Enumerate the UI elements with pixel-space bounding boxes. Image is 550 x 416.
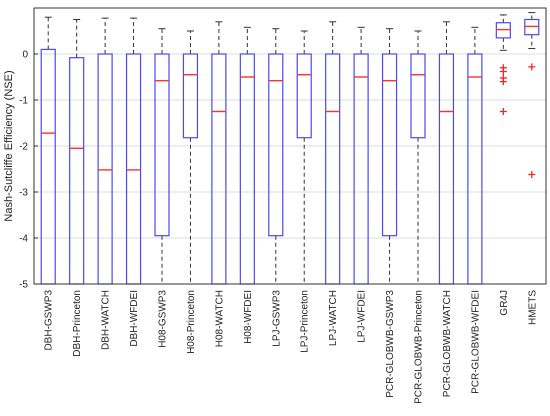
x-tick-label: DBH-Princeton bbox=[72, 290, 83, 357]
box-iqr bbox=[381, 53, 398, 237]
x-tick-label: H08-WATCH bbox=[214, 290, 225, 347]
box-iqr bbox=[296, 53, 312, 139]
x-tick-label: LPJ-GSWP3 bbox=[271, 290, 282, 347]
box-gr4j bbox=[495, 14, 511, 115]
box-iqr bbox=[410, 53, 426, 139]
y-tick-label: -1 bbox=[19, 96, 28, 107]
y-tick-layer: -5 -4 -3 -2 -1 0 bbox=[19, 50, 38, 291]
x-tick-label: DBH-WFDEI bbox=[129, 290, 140, 347]
box-iqr bbox=[182, 53, 199, 139]
y-tick-label: -2 bbox=[19, 142, 28, 153]
x-tick-label: LPJ-WATCH bbox=[328, 290, 339, 346]
x-tick-label: H08-GSWP3 bbox=[158, 290, 169, 348]
y-tick-label: -3 bbox=[19, 188, 28, 199]
box-lpj-gswp3 bbox=[268, 28, 284, 284]
x-tick-label: LPJ-Princeton bbox=[300, 290, 311, 353]
x-tick-label: PCR-GLOBWB-Princeton bbox=[414, 290, 425, 404]
box-iqr bbox=[268, 53, 284, 237]
box-hmets bbox=[524, 12, 540, 179]
x-tick-label: LPJ-WFDEI bbox=[357, 290, 368, 343]
x-tick-label: PCR-GLOBWB-WATCH bbox=[442, 290, 453, 397]
box-lpj-princeton bbox=[296, 30, 312, 284]
box-h08-princeton bbox=[182, 30, 199, 284]
box-h08-gswp3 bbox=[154, 28, 170, 284]
box-pcr-globwb-princeton bbox=[410, 30, 426, 284]
box-iqr bbox=[154, 53, 170, 237]
outlier-marker bbox=[499, 78, 507, 86]
outlier-marker bbox=[499, 108, 507, 115]
x-tick-label: H08-WFDEI bbox=[243, 290, 254, 344]
outlier-marker bbox=[528, 63, 536, 71]
x-label-layer: DBH-GSWP3 DBH-Princeton DBH-WATCH DBH-WFDEI… bbox=[44, 290, 539, 404]
y-tick-label: 0 bbox=[22, 50, 28, 61]
x-tick-label: HMETS bbox=[527, 290, 538, 325]
x-tick-label: PCR-GLOBWB-GSWP3 bbox=[385, 290, 396, 398]
x-tick-label: DBH-GSWP3 bbox=[44, 290, 55, 351]
outlier-marker bbox=[528, 171, 536, 179]
box-pcr-globwb-gswp3 bbox=[381, 28, 398, 284]
y-axis-label: Nash-Sutcliffe Efficiency (NSE) bbox=[3, 70, 15, 221]
x-tick-label: GR4J bbox=[499, 290, 510, 316]
outlier-marker bbox=[499, 67, 507, 75]
x-tick-label: H08-Princeton bbox=[186, 290, 197, 354]
y-tick-label: -4 bbox=[19, 234, 28, 245]
y-tick-label: -5 bbox=[19, 280, 28, 291]
x-tick-label: PCR-GLOBWB-WFDEI bbox=[470, 290, 481, 394]
x-tick-label: DBH-WATCH bbox=[101, 290, 112, 350]
